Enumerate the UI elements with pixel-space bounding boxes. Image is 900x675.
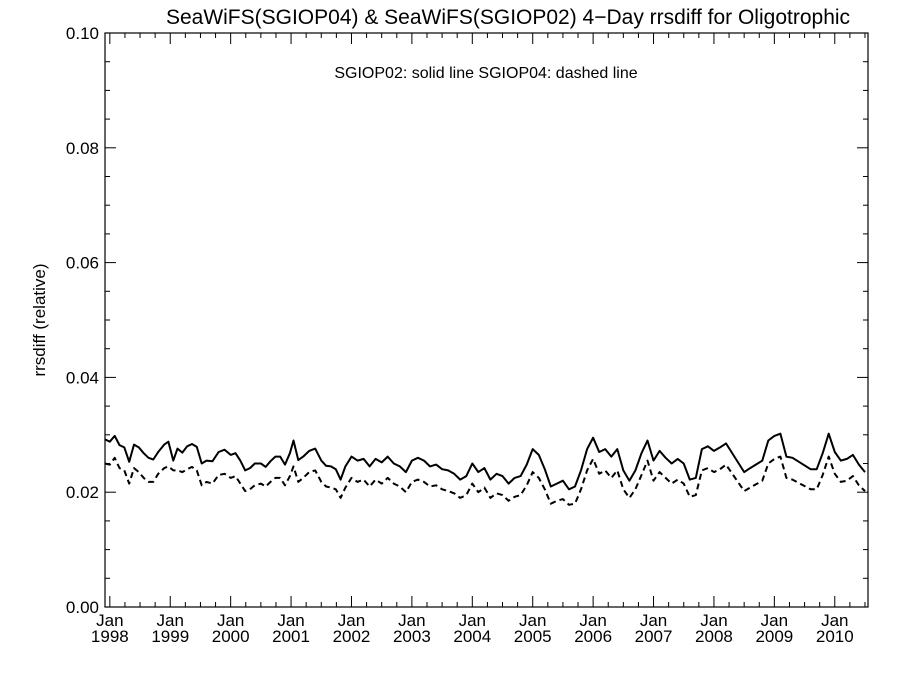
series-line-sgiop04 [104,455,866,506]
y-tick-label: 0.08 [66,139,99,158]
x-tick-label-year: 2002 [333,627,371,646]
y-tick-label: 0.04 [66,368,99,387]
y-tick-label: 0.10 [66,24,99,43]
x-tick-label-year: 2004 [453,627,491,646]
x-tick-label-month: Jan [96,611,123,630]
y-tick-label: 0.00 [66,598,99,617]
x-tick-label-month: Jan [640,611,667,630]
x-tick-label-year: 1999 [151,627,189,646]
x-tick-label-month: Jan [700,611,727,630]
y-tick-label: 0.06 [66,254,99,273]
x-tick-label-year: 1998 [91,627,129,646]
x-axis-ticks: Jan1998Jan1999Jan2000Jan2001Jan2002Jan20… [91,33,866,646]
x-tick-label-year: 2000 [212,627,250,646]
x-tick-label-month: Jan [157,611,184,630]
y-axis-ticks: 0.00 0.02 0.04 0.06 0.08 0.10 [66,24,868,617]
x-tick-label-year: 2009 [755,627,793,646]
x-tick-label-year: 2003 [393,627,431,646]
y-tick-label: 0.02 [66,483,99,502]
series-line-sgiop02 [104,432,866,491]
legend-annotation: SGIOP02: solid line SGIOP04: dashed line [334,65,637,82]
x-tick-label-month: Jan [277,611,304,630]
x-tick-label-month: Jan [519,611,546,630]
chart-title: SeaWiFS(SGIOP04) & SeaWiFS(SGIOP02) 4−Da… [166,6,850,29]
x-tick-label-month: Jan [761,611,788,630]
x-tick-label-year: 2008 [695,627,733,646]
x-tick-label-year: 2010 [816,627,854,646]
series-layer [104,432,866,506]
x-tick-label-month: Jan [217,611,244,630]
x-tick-label-month: Jan [579,611,606,630]
x-tick-label-month: Jan [459,611,486,630]
x-tick-label-year: 2001 [272,627,310,646]
x-tick-label-month: Jan [398,611,425,630]
x-tick-label-year: 2005 [514,627,552,646]
x-tick-label-year: 2007 [635,627,673,646]
y-axis-label: rrsdiff (relative) [30,263,49,376]
x-tick-label-month: Jan [821,611,848,630]
plot-frame [104,32,869,608]
x-tick-label-year: 2006 [574,627,612,646]
x-tick-label-month: Jan [338,611,365,630]
